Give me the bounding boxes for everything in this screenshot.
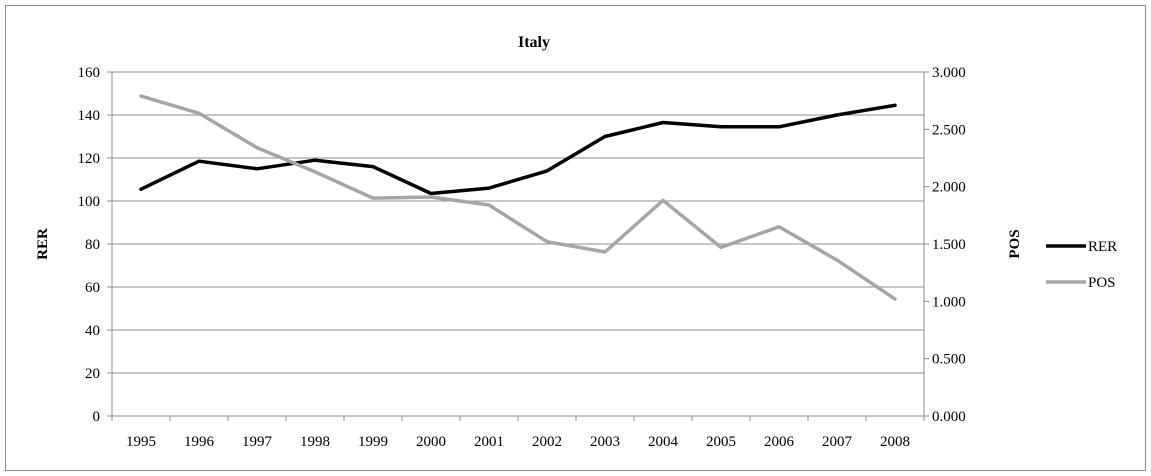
x-tick-label: 2001 [474, 434, 504, 450]
legend: RER POS [1046, 239, 1117, 291]
x-tick-label: 2006 [764, 434, 795, 450]
x-tick-label: 2002 [532, 434, 562, 450]
left-tick-label: 40 [85, 323, 100, 339]
axes [107, 71, 929, 421]
series-lines [139, 94, 897, 301]
left-tick-label: 120 [78, 151, 101, 167]
x-tick-label: 1995 [126, 434, 156, 450]
right-axis-ticks: 0.000 0.500 1.000 1.500 2.000 2.500 3.000 [932, 65, 966, 425]
left-axis-title: RER [35, 228, 51, 260]
x-tick-label: 2000 [416, 434, 446, 450]
x-tick-label: 2008 [880, 434, 910, 450]
x-tick-label: 2007 [822, 434, 853, 450]
series-line-rer [139, 103, 897, 196]
right-tick-label: 2.000 [932, 180, 966, 196]
left-tick-label: 160 [78, 65, 101, 81]
series-line-pos [139, 94, 897, 301]
right-axis-title: POS [1007, 229, 1023, 258]
x-tick-label: 1998 [300, 434, 330, 450]
x-tick-label: 1996 [184, 434, 215, 450]
x-tick-label: 1999 [358, 434, 388, 450]
left-tick-label: 60 [85, 280, 100, 296]
x-tick-label: 2003 [590, 434, 620, 450]
chart-title: Italy [518, 34, 550, 51]
x-axis-ticks: 1995 1996 1997 1998 1999 2000 2001 2002 2003 2004… [126, 434, 910, 450]
right-tick-label: 3.000 [932, 65, 966, 81]
left-tick-label: 140 [78, 108, 101, 124]
left-tick-label: 0 [93, 409, 101, 425]
x-tick-label: 1997 [242, 434, 273, 450]
right-tick-label: 1.000 [932, 294, 966, 310]
chart-area [5, 5, 1146, 471]
left-tick-label: 80 [85, 237, 100, 253]
right-tick-label: 0.000 [932, 409, 966, 425]
legend-label-pos: POS [1088, 275, 1116, 291]
right-tick-label: 2.500 [932, 122, 966, 138]
gridlines [112, 71, 924, 374]
right-tick-label: 0.500 [932, 352, 966, 368]
left-tick-label: 100 [78, 194, 101, 210]
right-tick-label: 1.500 [932, 237, 966, 253]
x-tick-label: 2004 [648, 434, 679, 450]
left-axis-ticks: 0 20 40 60 80 100 120 140 160 [78, 65, 101, 425]
left-tick-label: 20 [85, 366, 100, 382]
legend-label-rer: RER [1088, 239, 1117, 255]
x-tick-label: 2005 [706, 434, 736, 450]
